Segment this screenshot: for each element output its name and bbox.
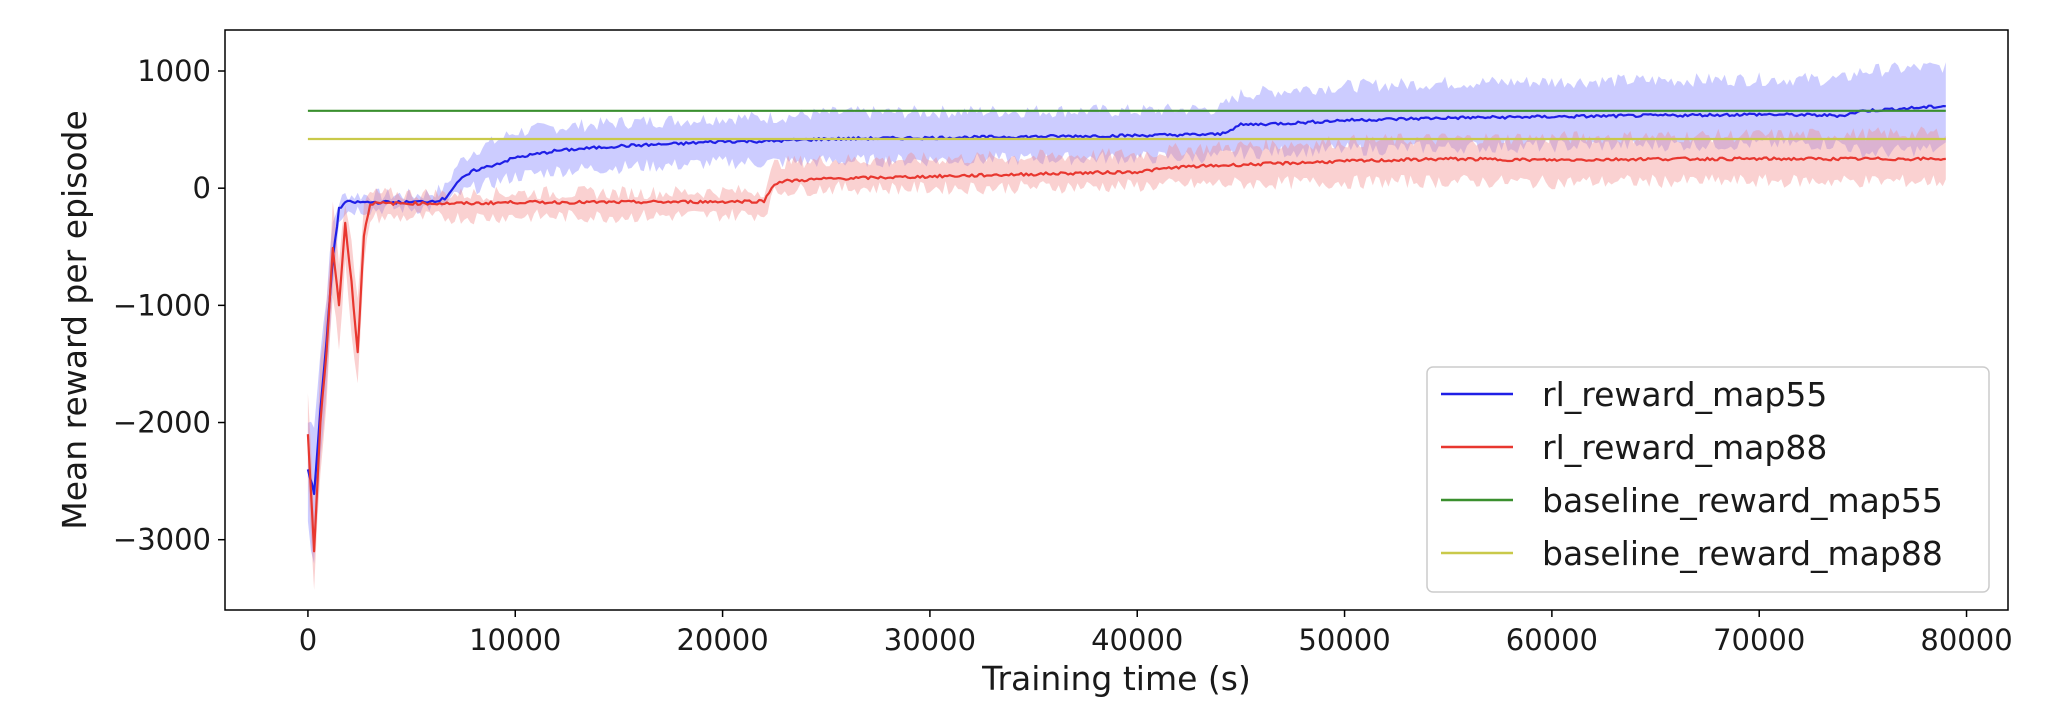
y-tick-label: 1000 — [137, 54, 211, 88]
legend-label-baseline-reward-map55: baseline_reward_map55 — [1542, 481, 1943, 520]
y-tick-label: −2000 — [113, 406, 211, 440]
line-rl-reward-map88 — [306, 156, 1946, 553]
y-tick-label: 0 — [193, 171, 211, 205]
x-axis: 0 10000 20000 30000 40000 50000 60000 70000 8000… — [299, 610, 2013, 657]
band-rl-reward-map88 — [307, 126, 1946, 590]
band-rl-reward-map55 — [307, 62, 1946, 564]
x-tick-label: 20000 — [676, 623, 768, 657]
y-axis: 1000 0 −1000 −2000 −3000 — [113, 54, 225, 557]
series-lines — [306, 104, 1946, 553]
legend-label-rl-reward-map55: rl_reward_map55 — [1542, 375, 1827, 414]
legend: rl_reward_map55 rl_reward_map88 baseline… — [1426, 366, 1990, 593]
x-tick-label: 0 — [299, 623, 317, 657]
line-rl-reward-map55 — [306, 104, 1946, 496]
x-axis-label: Training time (s) — [981, 659, 1251, 698]
legend-label-baseline-reward-map88: baseline_reward_map88 — [1542, 534, 1943, 573]
y-tick-label: −3000 — [113, 523, 211, 557]
y-axis-label: Mean reward per episode — [55, 110, 94, 530]
x-tick-label: 70000 — [1713, 623, 1805, 657]
y-tick-label: −1000 — [113, 288, 211, 322]
x-tick-label: 40000 — [1091, 623, 1183, 657]
legend-label-rl-reward-map88: rl_reward_map88 — [1542, 428, 1827, 467]
plot-area — [224, 29, 2009, 611]
x-tick-label: 60000 — [1506, 623, 1598, 657]
legend-box — [1426, 366, 1990, 593]
x-tick-label: 80000 — [1920, 623, 2012, 657]
x-tick-label: 50000 — [1298, 623, 1390, 657]
confidence-bands — [307, 62, 1946, 590]
x-tick-label: 10000 — [469, 623, 561, 657]
x-tick-label: 30000 — [884, 623, 976, 657]
